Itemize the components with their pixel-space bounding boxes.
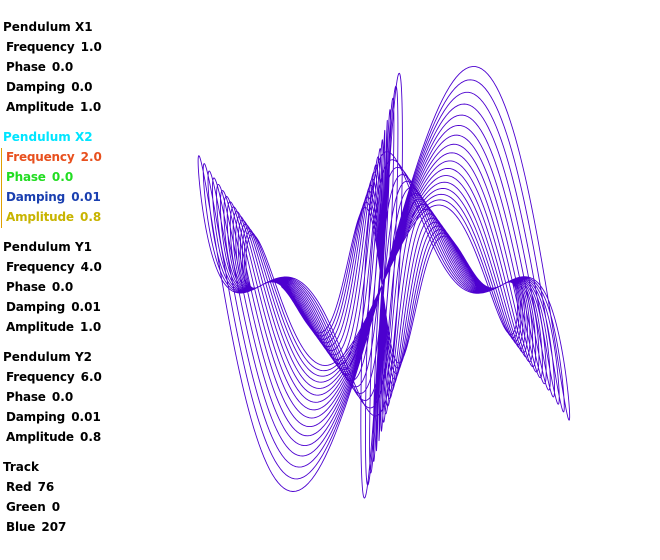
- pendulum-x2-phase-control[interactable]: Phase 0.0: [6, 170, 73, 184]
- param-value: 0.8: [80, 430, 102, 444]
- param-value: 0: [51, 500, 61, 514]
- param-label: Damping: [6, 80, 65, 94]
- param-value: 4.0: [80, 260, 102, 274]
- pendulum-y1-amplitude-control[interactable]: Amplitude 1.0: [6, 320, 101, 334]
- pendulum-x2-damping-control[interactable]: Damping 0.01: [6, 190, 101, 204]
- param-value: 76: [37, 480, 55, 494]
- group-title-track: Track: [3, 460, 39, 474]
- param-label: Amplitude: [6, 430, 74, 444]
- pendulum-y2-amplitude-control[interactable]: Amplitude 0.8: [6, 430, 101, 444]
- param-label: Frequency: [6, 370, 75, 384]
- pendulum-x2-frequency-control[interactable]: Frequency 2.0: [6, 150, 102, 164]
- param-label: Frequency: [6, 40, 75, 54]
- pendulum-y1-frequency-control[interactable]: Frequency 4.0: [6, 260, 102, 274]
- pendulum-x1-amplitude-control[interactable]: Amplitude 1.0: [6, 100, 101, 114]
- pendulum-y1-phase-control[interactable]: Phase 0.0: [6, 280, 73, 294]
- track-green-control[interactable]: Green 0: [6, 500, 60, 514]
- param-value: 2.0: [80, 150, 102, 164]
- group-title-pendulum-y1: Pendulum Y1: [3, 240, 92, 254]
- param-label: Phase: [6, 390, 46, 404]
- pendulum-y2-damping-control[interactable]: Damping 0.01: [6, 410, 101, 424]
- param-value: 0.01: [71, 190, 101, 204]
- pendulum-y2-phase-control[interactable]: Phase 0.0: [6, 390, 73, 404]
- param-value: 1.0: [80, 40, 102, 54]
- selection-bar: [1, 148, 2, 228]
- param-label: Damping: [6, 410, 65, 424]
- param-label: Amplitude: [6, 100, 74, 114]
- param-label: Red: [6, 480, 32, 494]
- param-label: Frequency: [6, 260, 75, 274]
- param-value: 0.0: [51, 280, 74, 294]
- param-value: 6.0: [80, 370, 102, 384]
- param-value: 0.01: [71, 410, 101, 424]
- pendulum-y2-frequency-control[interactable]: Frequency 6.0: [6, 370, 102, 384]
- param-label: Blue: [6, 520, 36, 534]
- param-value: 0.01: [71, 300, 101, 314]
- param-label: Phase: [6, 280, 46, 294]
- pendulum-x1-frequency-control[interactable]: Frequency 1.0: [6, 40, 102, 54]
- pendulum-x1-damping-control[interactable]: Damping 0.0: [6, 80, 92, 94]
- param-label: Phase: [6, 170, 46, 184]
- group-title-pendulum-x1: Pendulum X1: [3, 20, 93, 34]
- param-label: Amplitude: [6, 210, 74, 224]
- param-label: Amplitude: [6, 320, 74, 334]
- param-value: 1.0: [80, 320, 102, 334]
- pendulum-x1-phase-control[interactable]: Phase 0.0: [6, 60, 73, 74]
- param-value: 0.0: [71, 80, 93, 94]
- group-title-pendulum-y2: Pendulum Y2: [3, 350, 92, 364]
- param-value: 0.0: [51, 390, 74, 404]
- param-label: Green: [6, 500, 46, 514]
- param-value: 207: [41, 520, 67, 534]
- param-value: 0.0: [51, 60, 74, 74]
- param-label: Frequency: [6, 150, 75, 164]
- harmonograph-trace: [197, 66, 571, 499]
- param-label: Damping: [6, 190, 65, 204]
- track-red-control[interactable]: Red 76: [6, 480, 54, 494]
- param-value: 0.0: [51, 170, 74, 184]
- param-value: 1.0: [80, 100, 102, 114]
- pendulum-x2-amplitude-control[interactable]: Amplitude 0.8: [6, 210, 101, 224]
- param-label: Damping: [6, 300, 65, 314]
- control-panel: Pendulum X1 Frequency 1.0 Phase 0.0 Damping…: [0, 0, 130, 560]
- track-blue-control[interactable]: Blue 207: [6, 520, 66, 534]
- param-label: Phase: [6, 60, 46, 74]
- param-value: 0.8: [80, 210, 102, 224]
- group-title-pendulum-x2: Pendulum X2: [3, 130, 93, 144]
- pendulum-y1-damping-control[interactable]: Damping 0.01: [6, 300, 101, 314]
